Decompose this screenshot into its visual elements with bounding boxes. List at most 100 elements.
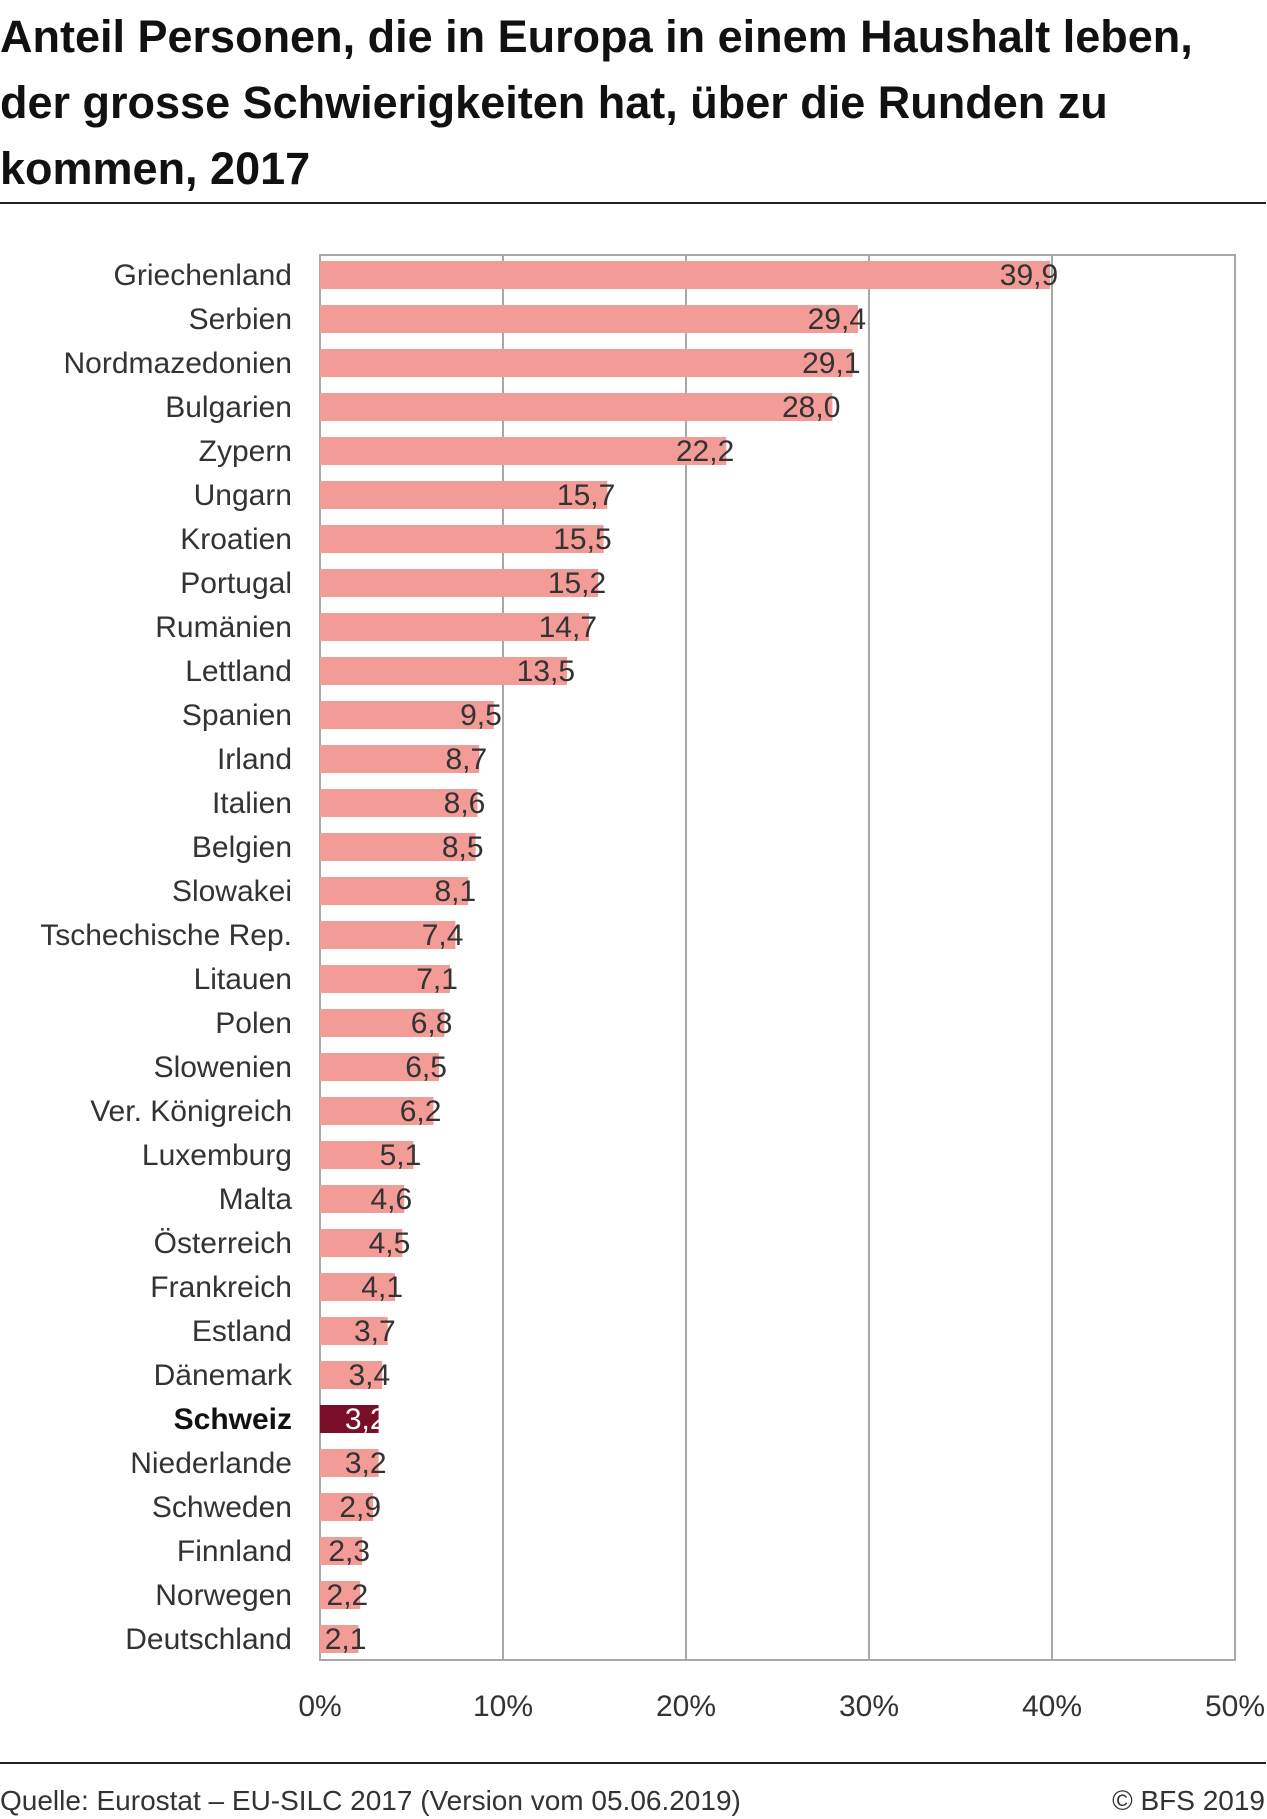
category-label: Irland bbox=[217, 743, 292, 776]
category-label: Bulgarien bbox=[165, 391, 292, 424]
category-label: Slowenien bbox=[154, 1051, 292, 1084]
x-tick-label: 0% bbox=[298, 1690, 341, 1720]
category-label: Estland bbox=[192, 1315, 292, 1348]
value-label: 39,9 bbox=[1000, 259, 1058, 292]
bar bbox=[320, 701, 494, 729]
bar bbox=[320, 525, 604, 553]
value-label: 13,5 bbox=[517, 655, 575, 688]
bar bbox=[320, 305, 859, 333]
bar bbox=[320, 965, 450, 993]
value-label: 8,1 bbox=[435, 875, 477, 908]
value-label: 3,4 bbox=[349, 1359, 391, 1392]
x-tick-label: 50% bbox=[1205, 1690, 1265, 1720]
category-label: Norwegen bbox=[155, 1579, 292, 1612]
bar bbox=[320, 1053, 439, 1081]
value-label: 6,5 bbox=[405, 1051, 447, 1084]
value-label: 29,4 bbox=[808, 303, 866, 336]
bar bbox=[320, 1405, 379, 1433]
bar bbox=[320, 1229, 403, 1257]
value-label: 2,3 bbox=[328, 1535, 370, 1568]
value-label: 8,5 bbox=[442, 831, 484, 864]
value-label: 3,2 bbox=[345, 1447, 387, 1480]
category-label: Tschechische Rep. bbox=[40, 919, 292, 952]
value-label: 22,2 bbox=[676, 435, 734, 468]
bars bbox=[320, 261, 1051, 1653]
title-rule bbox=[0, 202, 1266, 204]
category-label: Zypern bbox=[199, 435, 292, 468]
bar bbox=[320, 1493, 374, 1521]
category-label: Schweden bbox=[152, 1491, 292, 1524]
category-label: Schweiz bbox=[174, 1403, 292, 1436]
category-label: Luxemburg bbox=[142, 1139, 292, 1172]
value-label: 7,4 bbox=[422, 919, 464, 952]
bar bbox=[320, 1185, 405, 1213]
x-tick-label: 40% bbox=[1022, 1690, 1082, 1720]
value-labels: 39,9 29,4 29,1 28,0 22,2 15,7 15,5 15,2 14,7 13,5… bbox=[325, 259, 1058, 1656]
value-label: 8,7 bbox=[445, 743, 487, 776]
bar bbox=[320, 921, 456, 949]
category-label: Frankreich bbox=[150, 1271, 292, 1304]
category-label: Rumänien bbox=[155, 611, 292, 644]
category-label: Polen bbox=[215, 1007, 292, 1040]
value-label: 6,8 bbox=[411, 1007, 453, 1040]
bar bbox=[320, 1273, 396, 1301]
x-axis-ticks: 0% 10% 20% 30% 40% 50% bbox=[298, 1690, 1265, 1720]
category-label: Deutschland bbox=[125, 1623, 292, 1656]
category-label: Italien bbox=[212, 787, 292, 820]
category-label: Slowakei bbox=[172, 875, 292, 908]
category-label: Spanien bbox=[182, 699, 292, 732]
category-label: Serbien bbox=[189, 303, 292, 336]
bar bbox=[320, 349, 853, 377]
bar bbox=[320, 1361, 383, 1389]
category-label: Ver. Königreich bbox=[90, 1095, 292, 1128]
bar bbox=[320, 1537, 363, 1565]
value-label: 4,6 bbox=[370, 1183, 412, 1216]
value-label: 6,2 bbox=[400, 1095, 442, 1128]
x-tick-label: 10% bbox=[473, 1690, 533, 1720]
bar bbox=[320, 877, 469, 905]
value-label: 2,2 bbox=[327, 1579, 369, 1612]
value-label: 2,1 bbox=[325, 1623, 367, 1656]
bar bbox=[320, 1581, 361, 1609]
value-label: 9,5 bbox=[460, 699, 502, 732]
source-note: Quelle: Eurostat – EU-SILC 2017 (Version… bbox=[0, 1785, 741, 1816]
category-label: Dänemark bbox=[154, 1359, 293, 1392]
category-label: Griechenland bbox=[114, 259, 292, 292]
category-label: Portugal bbox=[180, 567, 292, 600]
value-label: 2,9 bbox=[339, 1491, 381, 1524]
grid-lines bbox=[319, 254, 1236, 1661]
plot-frame bbox=[319, 254, 1236, 1661]
bar bbox=[320, 1009, 445, 1037]
bar bbox=[320, 1317, 388, 1345]
category-labels: Griechenland Serbien Nordmazedonien Bulgari… bbox=[40, 259, 293, 1656]
category-label: Ungarn bbox=[194, 479, 292, 512]
value-label: 3,7 bbox=[354, 1315, 396, 1348]
value-label: 15,7 bbox=[557, 479, 615, 512]
chart-title: Anteil Personen, die in Europa in einem … bbox=[0, 11, 1193, 194]
x-tick-label: 20% bbox=[656, 1690, 716, 1720]
bar bbox=[320, 1449, 379, 1477]
category-label: Malta bbox=[219, 1183, 293, 1216]
category-label: Lettland bbox=[185, 655, 292, 688]
bar bbox=[320, 613, 590, 641]
bar bbox=[320, 833, 476, 861]
bar bbox=[320, 437, 727, 465]
category-label: Litauen bbox=[194, 963, 292, 996]
category-label: Belgien bbox=[192, 831, 292, 864]
value-label: 15,5 bbox=[553, 523, 611, 556]
bar bbox=[320, 569, 599, 597]
value-label: 3,2 bbox=[345, 1403, 387, 1436]
copyright-note: © BFS 2019 bbox=[1112, 1785, 1265, 1816]
value-label: 4,5 bbox=[369, 1227, 411, 1260]
category-label: Kroatien bbox=[180, 523, 292, 556]
bar bbox=[320, 1141, 414, 1169]
bar bbox=[320, 393, 833, 421]
value-label: 14,7 bbox=[539, 611, 597, 644]
category-label: Nordmazedonien bbox=[64, 347, 292, 380]
footer-rule bbox=[0, 1762, 1266, 1764]
bar bbox=[320, 789, 478, 817]
bar bbox=[320, 1625, 359, 1653]
category-label: Österreich bbox=[154, 1227, 292, 1260]
value-label: 15,2 bbox=[548, 567, 606, 600]
value-label: 8,6 bbox=[444, 787, 486, 820]
